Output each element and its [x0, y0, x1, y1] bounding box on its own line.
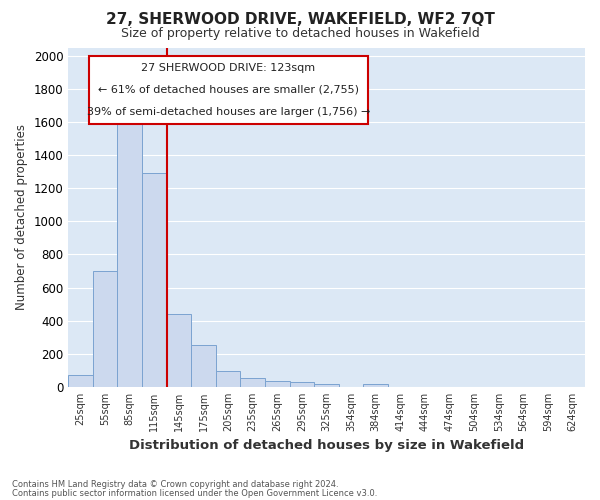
Text: Size of property relative to detached houses in Wakefield: Size of property relative to detached ho…: [121, 28, 479, 40]
Bar: [290, 382, 314, 387]
Bar: [167, 314, 191, 387]
Bar: [314, 384, 339, 387]
Bar: [265, 381, 290, 387]
Text: Contains HM Land Registry data © Crown copyright and database right 2024.: Contains HM Land Registry data © Crown c…: [12, 480, 338, 489]
Bar: [93, 271, 118, 387]
Text: ← 61% of detached houses are smaller (2,755): ← 61% of detached houses are smaller (2,…: [98, 85, 359, 95]
Bar: [364, 384, 388, 387]
X-axis label: Distribution of detached houses by size in Wakefield: Distribution of detached houses by size …: [129, 440, 524, 452]
Text: Contains public sector information licensed under the Open Government Licence v3: Contains public sector information licen…: [12, 489, 377, 498]
Bar: [216, 371, 241, 387]
Bar: [118, 116, 142, 387]
FancyBboxPatch shape: [89, 56, 368, 124]
Text: 27 SHERWOOD DRIVE: 123sqm: 27 SHERWOOD DRIVE: 123sqm: [142, 63, 316, 73]
Text: 39% of semi-detached houses are larger (1,756) →: 39% of semi-detached houses are larger (…: [86, 106, 370, 117]
Bar: [241, 378, 265, 387]
Bar: [142, 174, 167, 387]
Bar: [191, 344, 216, 387]
Bar: [68, 376, 93, 387]
Y-axis label: Number of detached properties: Number of detached properties: [15, 124, 28, 310]
Text: 27, SHERWOOD DRIVE, WAKEFIELD, WF2 7QT: 27, SHERWOOD DRIVE, WAKEFIELD, WF2 7QT: [106, 12, 494, 28]
